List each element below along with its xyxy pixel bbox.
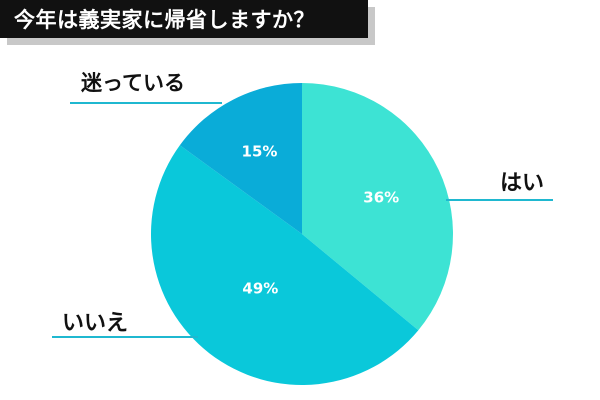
category-label-hai: はい — [500, 171, 544, 196]
chart-title: 今年は義実家に帰省しますか？ — [0, 0, 368, 38]
pie-value-label-mayotteiru: 15% — [242, 143, 278, 161]
category-label-iie: いいえ — [62, 311, 128, 336]
pie-value-label-hai: 36% — [363, 189, 399, 207]
category-label-mayotteiru: 迷っている — [80, 71, 185, 95]
pie-value-label-iie: 49% — [242, 280, 278, 298]
pie-slice-iie — [150, 145, 419, 386]
pie-slice-mayotteiru — [179, 83, 302, 234]
pie-slice-hai — [302, 83, 454, 331]
